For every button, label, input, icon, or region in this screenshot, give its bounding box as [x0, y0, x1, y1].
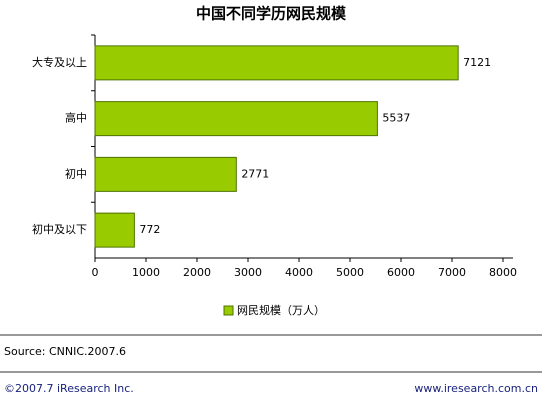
data-label: 2771 [241, 167, 269, 180]
footer-right: www.iresearch.com.cn [414, 382, 538, 395]
x-tick-label: 8000 [489, 266, 517, 279]
y-tick-label: 大专及以上 [32, 55, 87, 69]
x-tick-label: 7000 [438, 266, 466, 279]
x-tick-label: 4000 [285, 266, 313, 279]
legend-label: 网民规模（万人） [237, 303, 325, 317]
source: Source: CNNIC.2007.6 [4, 345, 126, 358]
bar [94, 101, 378, 137]
data-label: 7121 [463, 56, 491, 69]
x-tick-label: 2000 [183, 266, 211, 279]
chart-title: 中国不同学历网民规模 [196, 5, 347, 23]
x-tick-label: 1000 [132, 266, 160, 279]
data-label: 772 [139, 223, 160, 236]
y-tick-label: 高中 [65, 111, 87, 125]
data-label: 5537 [382, 112, 410, 125]
bar [94, 212, 135, 248]
x-tick-label: 5000 [336, 266, 364, 279]
x-tick-label: 6000 [387, 266, 415, 279]
x-tick-label: 0 [92, 266, 99, 279]
bar [94, 45, 459, 81]
footer-left: ©2007.7 iResearch Inc. [4, 382, 134, 395]
y-tick-label: 初中 [65, 166, 87, 180]
legend-swatch [223, 305, 234, 316]
y-tick-label: 初中及以下 [32, 222, 87, 236]
bar [94, 156, 237, 192]
x-tick-label: 3000 [234, 266, 262, 279]
